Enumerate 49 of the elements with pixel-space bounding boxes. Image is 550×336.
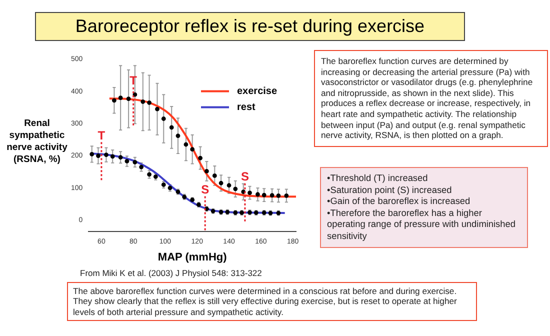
text: •Saturation point (S) increased xyxy=(327,184,453,196)
point xyxy=(262,192,266,198)
y-axis-title: Renal sympathetic nerve activity (RSNA, %) xyxy=(6,118,68,166)
point xyxy=(90,152,94,156)
point xyxy=(118,96,123,100)
point xyxy=(169,125,174,130)
text: •Therefore the baroreflex has a higher operating range of pressure with undiminished sensitivity xyxy=(327,208,516,242)
point xyxy=(270,193,274,198)
point xyxy=(112,98,116,103)
point xyxy=(96,154,100,158)
annotation: T xyxy=(98,128,106,142)
point xyxy=(104,152,108,157)
point xyxy=(147,100,152,105)
point xyxy=(218,180,224,186)
point xyxy=(126,96,131,101)
annotation: T xyxy=(130,74,138,88)
annotation: S xyxy=(201,182,210,197)
point xyxy=(204,169,209,174)
point xyxy=(284,193,289,198)
point xyxy=(139,164,144,170)
chart-title: Baroreceptor reflex is re-set during exercise xyxy=(35,12,465,41)
point xyxy=(248,190,252,195)
legend-label: rest xyxy=(237,102,256,113)
point xyxy=(226,183,232,188)
text: The above baroreflex function curves were determined in a conscious rat before and during exercise. They show clearly that the reflex is still very effective during exercise, but is reset to operate at higher levels of both arterial pressure and sympathetic activity. xyxy=(73,286,458,318)
text: From Miki K et al. (2003) J Physiol 548: 313-322 xyxy=(80,268,262,279)
text: The baroreflex function curves are determined by increasing or decreasing the arterial pressure (Pa) with vasoconstrictor or vasodilator drugs (e.g. phenylephrine and nitroprusside, as shown in the next slide). This produces a reflex decrease or increase, respectively, in heart rate and sympathetic activity. The relationship between input (Pa) and output (e.g. renal sympathetic nerve activity, RSNA, is then plotted on a graph. xyxy=(321,56,534,141)
point xyxy=(198,156,203,160)
point xyxy=(155,106,160,112)
x-axis-title: MAP (mmHg) xyxy=(158,251,228,264)
annotation: S xyxy=(240,170,249,184)
point xyxy=(118,155,123,160)
point xyxy=(132,160,138,164)
point xyxy=(256,192,260,197)
point xyxy=(190,147,195,152)
line-series xyxy=(108,97,296,198)
point xyxy=(212,174,217,178)
point xyxy=(184,142,188,147)
point xyxy=(132,92,138,97)
point xyxy=(124,159,130,164)
text: •Threshold (T) increased xyxy=(327,173,429,184)
text: •Gain of the baroreflex is increased xyxy=(327,196,472,208)
legend-label: exercise xyxy=(237,86,278,97)
point xyxy=(140,99,146,104)
point xyxy=(161,116,166,121)
point xyxy=(233,186,238,192)
point xyxy=(176,134,180,138)
point xyxy=(110,154,115,159)
point xyxy=(276,193,281,198)
